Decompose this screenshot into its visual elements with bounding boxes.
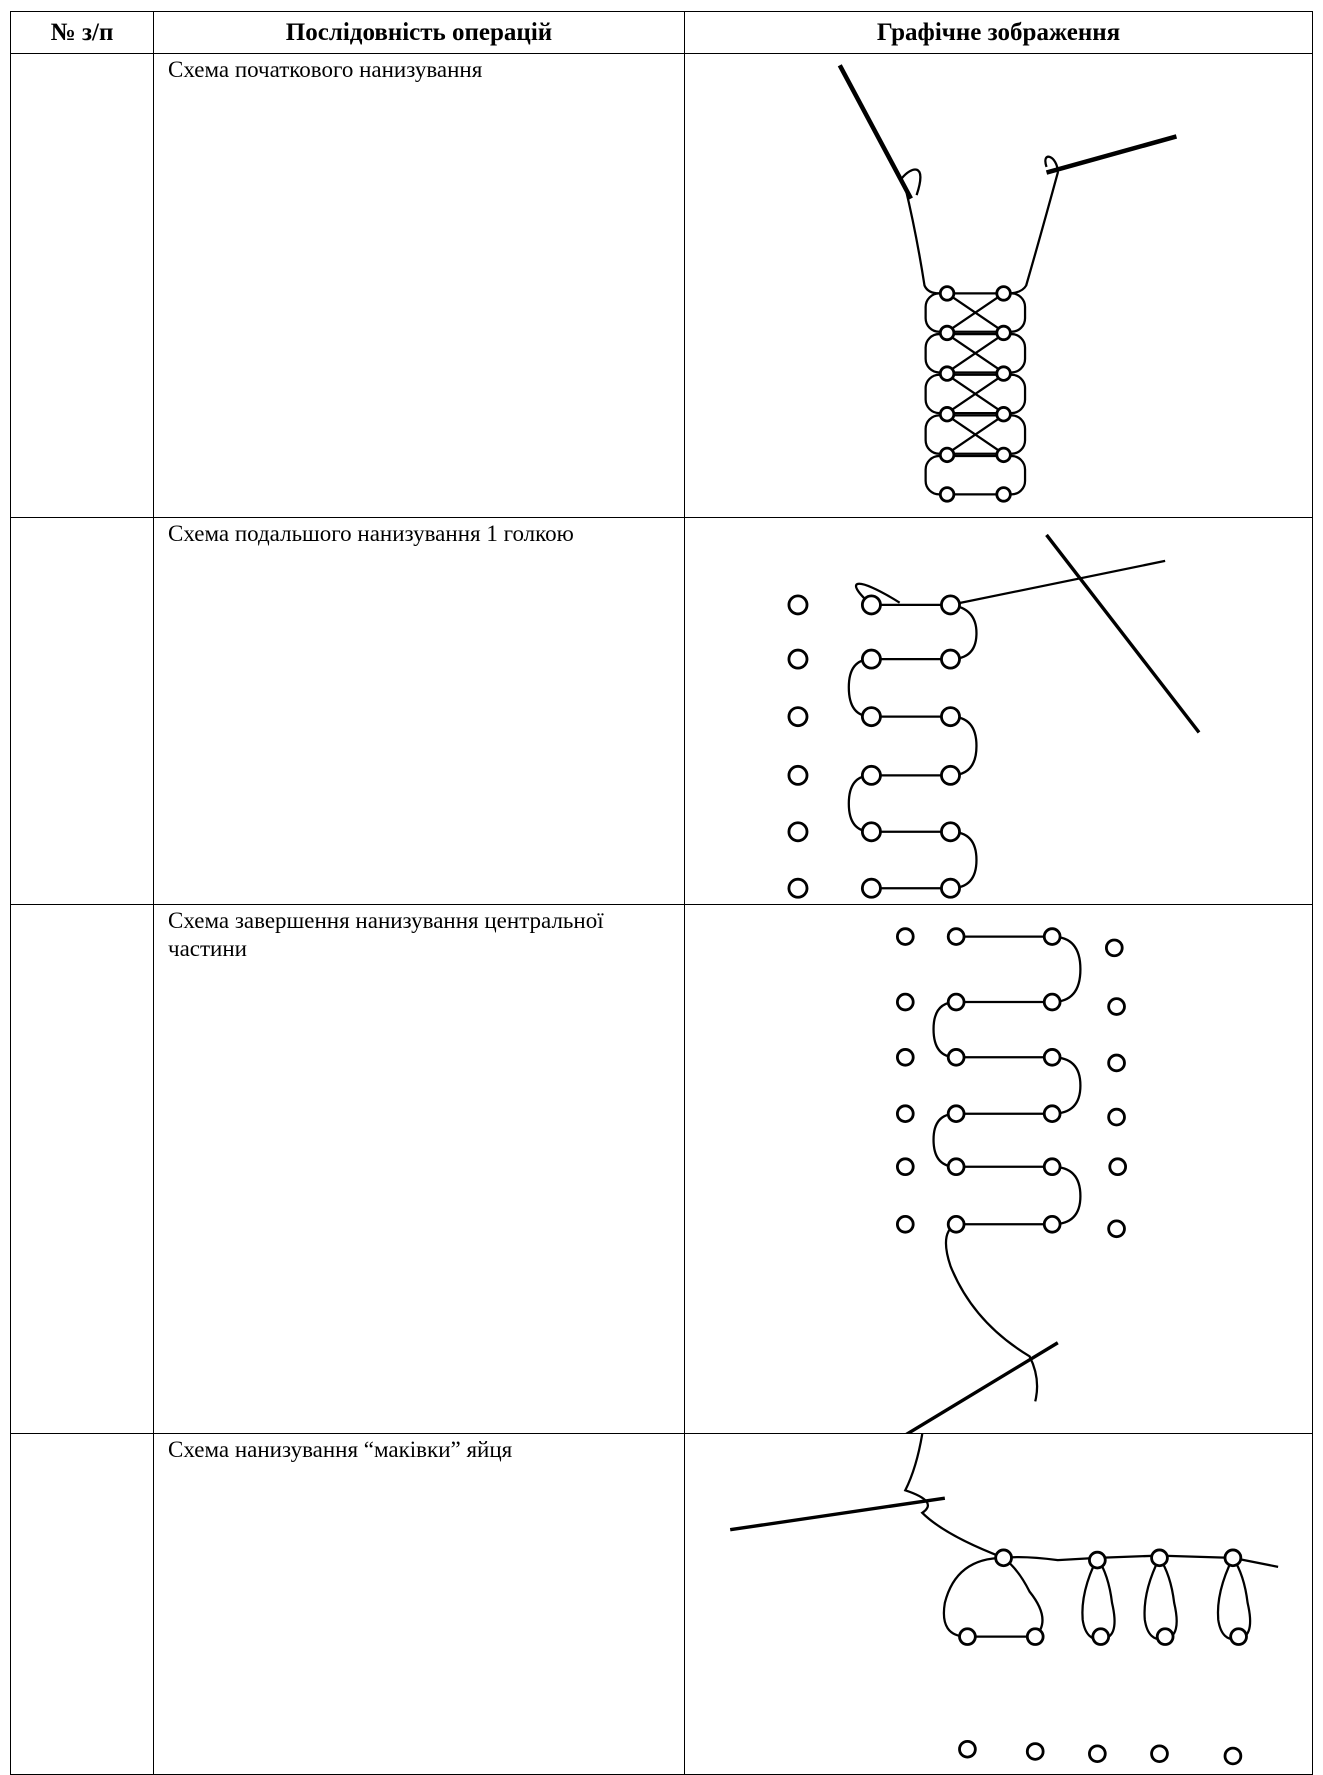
operation-cell: Схема початкового нанизування bbox=[153, 53, 685, 518]
header-cell: Графічне зображення bbox=[684, 11, 1313, 54]
operation-cell: Схема завершення нанизування центральної… bbox=[153, 904, 685, 1434]
stringing-diagram bbox=[729, 1434, 1279, 1766]
illustration-cell bbox=[684, 53, 1313, 518]
illustration-cell bbox=[684, 904, 1313, 1434]
illustration-cell bbox=[684, 1433, 1313, 1775]
operation-cell: Схема нанизування “маківки” яйця bbox=[153, 1433, 685, 1775]
header-cell: № з/п bbox=[10, 11, 154, 54]
header-cell: Послідовність операцій bbox=[153, 11, 685, 54]
row: Схема подальшого нанизування 1 голкою bbox=[10, 517, 1313, 905]
row: Схема початкового нанизування bbox=[10, 53, 1313, 518]
operations-table: № з/п Послідовність операцій Графічне зо… bbox=[10, 11, 1313, 1775]
number-cell bbox=[10, 517, 154, 905]
operation-cell: Схема подальшого нанизування 1 голкою bbox=[153, 517, 685, 905]
row: Схема нанизування “маківки” яйця bbox=[10, 1433, 1313, 1775]
number-cell bbox=[10, 1433, 154, 1775]
stringing-diagram bbox=[787, 533, 1201, 899]
number-cell bbox=[10, 53, 154, 518]
stringing-diagram bbox=[895, 927, 1128, 1433]
illustration-cell bbox=[684, 517, 1313, 905]
number-cell bbox=[10, 904, 154, 1434]
header-row: № з/п Послідовність операцій Графічне зо… bbox=[10, 11, 1313, 54]
stringing-diagram bbox=[837, 64, 1178, 503]
row: Схема завершення нанизування центральної… bbox=[10, 904, 1313, 1434]
